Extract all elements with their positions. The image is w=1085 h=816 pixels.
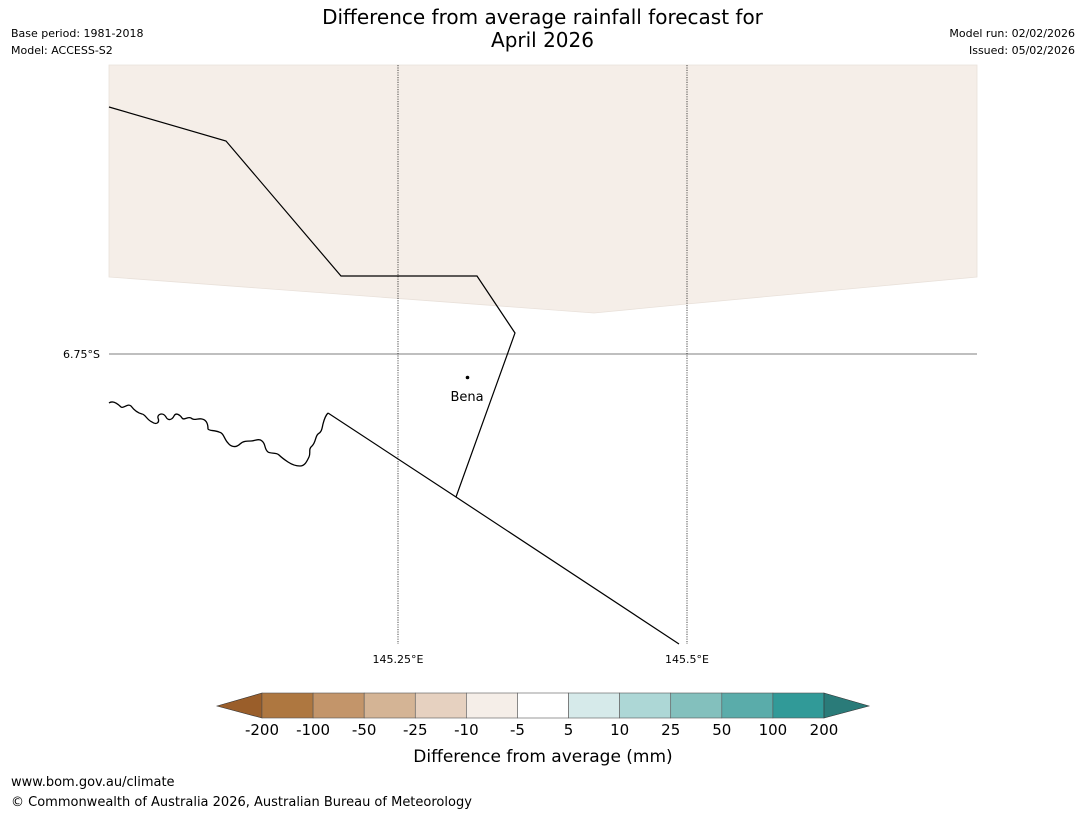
colorbar-segment: [414, 692, 467, 719]
model-run-text: Model run: 02/02/2026: [949, 27, 1075, 40]
colorbar-tick-label: 5: [564, 721, 574, 739]
colorbar-tick-label: -200: [245, 721, 279, 739]
colorbar-tick-labels: -200 -100 -50 -25 -10 -5 5 10 25 50 100 200: [245, 721, 838, 739]
colorbar: -200 -100 -50 -25 -10 -5 5 10 25 50 100 200 Differe…: [215, 692, 871, 767]
colorbar-tick-label: 200: [810, 721, 839, 739]
colorbar-segments: [261, 692, 825, 719]
metadata-left: Base period: 1981-2018 Model: ACCESS-S2: [11, 25, 143, 59]
longitude-label-145-25: 145.25°E: [373, 653, 424, 666]
longitude-label-145-5: 145.5°E: [665, 653, 709, 666]
base-period-text: Base period: 1981-2018: [11, 27, 144, 40]
colorbar-tick-label: -25: [403, 721, 428, 739]
colorbar-extend-left: [215, 692, 263, 719]
metadata-right: Model run: 02/02/2026 Issued: 05/02/2026: [949, 25, 1075, 59]
colorbar-label: Difference from average (mm): [413, 747, 672, 767]
colorbar-tick-label: 25: [661, 721, 680, 739]
place-label-bena: Bena: [450, 390, 483, 405]
colorbar-tick-label: 10: [610, 721, 629, 739]
colorbar-tick-label: -100: [296, 721, 330, 739]
place-marker-dot: [465, 375, 470, 380]
colorbar-segment: [619, 692, 672, 719]
colorbar-segment: [466, 692, 518, 719]
colorbar-tick-label: 100: [759, 721, 788, 739]
title-line-2: April 2026: [491, 28, 594, 52]
forecast-shading-region: [108, 64, 978, 314]
chart-title: Difference from average rainfall forecas…: [0, 6, 1085, 52]
colorbar-segment: [261, 692, 314, 719]
province-boundary-north: [108, 106, 516, 498]
map-area: Bena 6.75°S 145.25°E 145.5°E: [63, 64, 978, 666]
issued-text: Issued: 05/02/2026: [968, 44, 1075, 57]
colorbar-segment: [517, 692, 569, 719]
footer-copyright: © Commonwealth of Australia 2026, Austra…: [11, 795, 472, 810]
river-boundary: [108, 401, 329, 467]
colorbar-segment: [772, 692, 825, 719]
colorbar-segment: [568, 692, 620, 719]
title-line-1: Difference from average rainfall forecas…: [322, 5, 763, 29]
model-text: Model: ACCESS-S2: [11, 44, 113, 57]
colorbar-tick-label: 50: [712, 721, 731, 739]
colorbar-tick-label: -5: [510, 721, 525, 739]
colorbar-segment: [312, 692, 365, 719]
colorbar-segment: [670, 692, 723, 719]
colorbar-extend-right: [823, 692, 871, 719]
colorbar-segment: [721, 692, 774, 719]
colorbar-tick-label: -50: [352, 721, 377, 739]
latitude-label: 6.75°S: [63, 348, 100, 361]
colorbar-tick-label: -10: [454, 721, 479, 739]
province-boundary-south: [327, 412, 680, 645]
footer-url: www.bom.gov.au/climate: [11, 775, 175, 790]
colorbar-segment: [363, 692, 416, 719]
